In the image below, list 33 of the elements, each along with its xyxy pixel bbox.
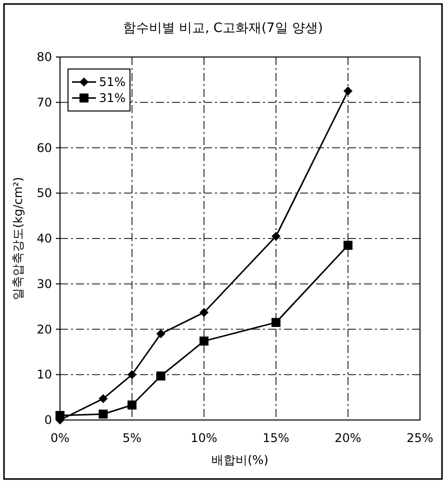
point xyxy=(344,240,352,250)
point xyxy=(156,329,166,338)
x-tick-label: 15% xyxy=(262,431,290,445)
y-tick-label: 50 xyxy=(36,186,52,200)
y-tick-label: 10 xyxy=(36,368,52,382)
point xyxy=(200,336,208,346)
y-tick-label: 0 xyxy=(44,413,52,427)
x-tick-label: 25% xyxy=(406,431,434,445)
point xyxy=(272,318,280,327)
point xyxy=(98,394,108,404)
point xyxy=(200,308,208,317)
chart-title: 함수비별 비교, C고화재(7일 양생) xyxy=(122,21,324,36)
y-tick-label: 70 xyxy=(36,95,52,110)
point xyxy=(98,410,108,419)
x-axis-title: 배합비(%) xyxy=(212,453,268,467)
y-tick-label: 40 xyxy=(36,232,52,246)
x-tick-label: 5% xyxy=(122,431,142,445)
y-tick-label: 60 xyxy=(36,140,52,155)
y-axis-title: 일축압축강도(kg/cm²) xyxy=(11,176,25,300)
y-tick-label: 80 xyxy=(36,50,52,64)
x-tick-label: 0% xyxy=(50,431,70,445)
point xyxy=(128,370,136,380)
point xyxy=(56,410,64,420)
x-tick-label: 10% xyxy=(190,431,218,445)
legend-label: 31% xyxy=(99,91,126,105)
point xyxy=(128,400,136,410)
point xyxy=(156,371,166,380)
point xyxy=(344,86,352,96)
y-tick-label: 30 xyxy=(36,276,52,291)
legend-label: 51% xyxy=(99,75,126,89)
x-tick-label: 20% xyxy=(334,431,362,445)
y-tick-label: 20 xyxy=(36,322,52,336)
point xyxy=(272,232,280,241)
